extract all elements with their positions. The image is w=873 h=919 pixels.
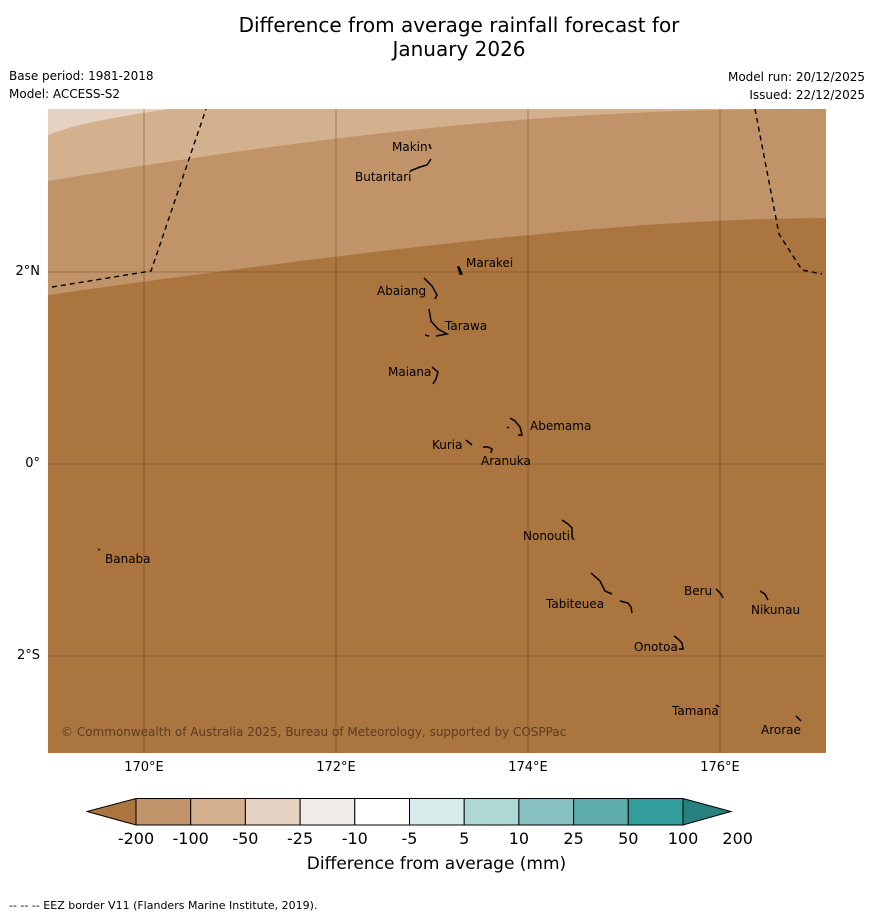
title-line-1: Difference from average rainfall forecas…	[238, 13, 680, 37]
issued-date: Issued: 22/12/2025	[749, 88, 865, 102]
colorbar-tick-label: 200	[722, 829, 753, 848]
colorbar-tick-label: 25	[563, 829, 584, 848]
island-label-nikunau: Nikunau	[751, 603, 800, 617]
island-label-onotoa: Onotoa	[634, 640, 678, 654]
meta-right: Model run: 20/12/2025 Issued: 22/12/2025	[728, 68, 865, 104]
colorbar-segment	[463, 798, 520, 826]
colorbar-tick-label: 100	[667, 829, 699, 848]
colorbar-segment	[518, 798, 575, 826]
island-label-arorae: Arorae	[761, 723, 801, 737]
eez-border	[51, 109, 823, 288]
lat-tick-2n: 2°N	[15, 264, 41, 279]
island-label-aranuka: Aranuka	[481, 454, 531, 468]
colorbar-extend-low	[86, 798, 137, 826]
colorbar-tick-label: -25	[287, 829, 314, 848]
island-label-butaritari: Butaritari	[355, 170, 412, 184]
colorbar	[86, 798, 733, 826]
colorbar-segment	[354, 798, 410, 826]
rainfall-map: Makin Butaritari Marakei Abaiang Tarawa …	[48, 109, 826, 753]
colorbar-title: Difference from average (mm)	[306, 854, 567, 874]
island-label-marakei: Marakei	[466, 256, 513, 270]
island-label-banaba: Banaba	[105, 552, 151, 566]
map-title: Difference from average rainfall forecas…	[0, 13, 873, 61]
copyright-notice: © Commonwealth of Australia 2025, Bureau…	[61, 725, 566, 739]
band-50-100	[48, 109, 826, 181]
colorbar-segment	[299, 798, 356, 826]
colorbar-segment	[135, 798, 192, 826]
colorbar-tick-label: -10	[341, 829, 368, 848]
colorbar-tick-label: -200	[117, 829, 155, 848]
lon-tick-172e: 172°E	[316, 760, 356, 775]
colorbar-tick-label: -5	[401, 829, 418, 848]
lon-tick-176e: 176°E	[700, 760, 740, 775]
island-label-nonouti: Nonouti	[523, 529, 570, 543]
colorbar-tick-label: 50	[618, 829, 639, 848]
title-line-2: January 2026	[392, 37, 526, 61]
lat-tick-0: 0°	[25, 456, 40, 471]
island-label-makin: Makin	[392, 140, 428, 154]
island-label-tabiteuea: Tabiteuea	[545, 597, 604, 611]
island-label-tarawa: Tarawa	[444, 319, 487, 333]
model-run: Model run: 20/12/2025	[727, 70, 865, 84]
lon-tick-174e: 174°E	[508, 760, 548, 775]
island-label-kuria: Kuria	[432, 438, 463, 452]
colorbar-extend-high	[682, 798, 733, 826]
colorbar-tick-label: 10	[508, 829, 530, 848]
meta-left: Base period: 1981-2018 Model: ACCESS-S2	[9, 67, 154, 103]
band-100-200	[48, 109, 826, 295]
island-labels: Makin Butaritari Marakei Abaiang Tarawa …	[105, 140, 801, 737]
colorbar-segment	[190, 798, 246, 826]
lon-tick-170e: 170°E	[124, 760, 164, 775]
island-outlines	[97, 143, 802, 722]
colorbar-tick-label: -100	[172, 829, 209, 848]
model-name: Model: ACCESS-S2	[9, 87, 121, 101]
island-label-maiana: Maiana	[388, 365, 431, 379]
band-25-50	[48, 109, 168, 135]
colorbar-segment	[627, 798, 684, 826]
colorbar-segment	[409, 798, 465, 826]
island-label-beru: Beru	[684, 584, 712, 598]
colorbar-segment	[573, 798, 629, 826]
colorbar-tick-label: -50	[232, 829, 259, 848]
island-label-abemama: Abemama	[530, 419, 591, 433]
colorbar-segment	[244, 798, 301, 826]
graticule	[48, 109, 826, 753]
lat-tick-2s: 2°S	[16, 648, 40, 663]
eez-footnote: -- -- -- EEZ border V11 (Flanders Marine…	[9, 899, 318, 912]
colorbar-tick-label: 5	[459, 829, 470, 848]
base-period: Base period: 1981-2018	[9, 69, 154, 83]
island-label-abaiang: Abaiang	[377, 284, 426, 298]
island-label-tamana: Tamana	[671, 704, 719, 718]
